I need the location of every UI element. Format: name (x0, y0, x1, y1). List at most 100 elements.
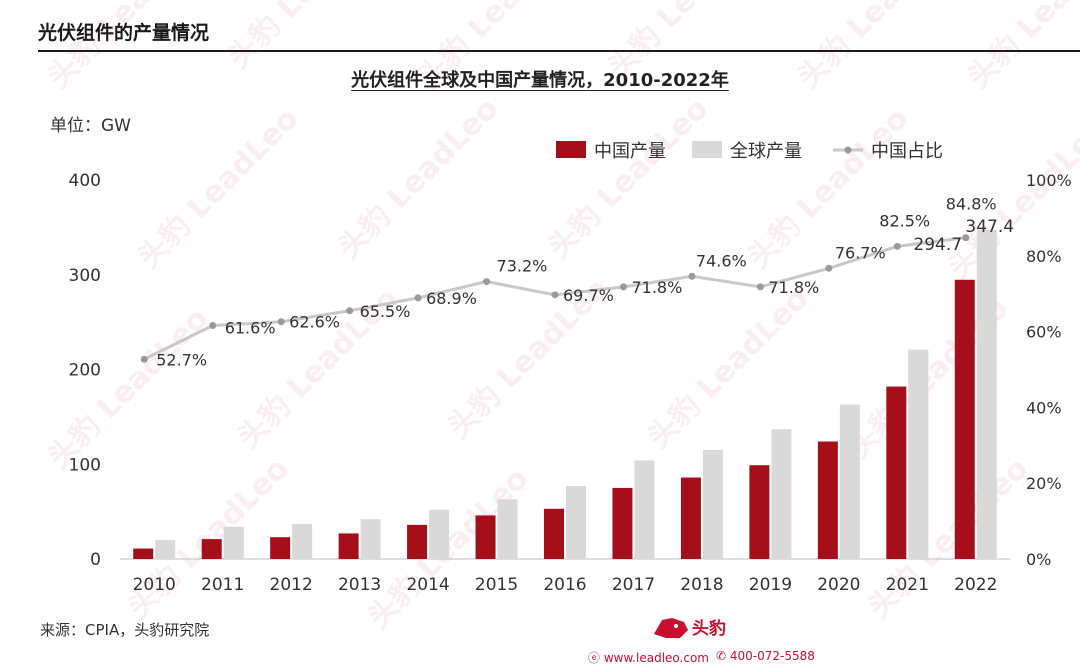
watermark-text: 头豹 LeadLeo (601, 0, 775, 86)
bar-global-2015 (497, 499, 518, 559)
y2-tick-label: 0% (1026, 550, 1051, 569)
line-data-label: 68.9% (426, 289, 477, 308)
legend-label-china: 中国产量 (594, 141, 666, 162)
watermark-text: 头豹 LeadLeo (411, 0, 585, 96)
point-china-share-2022 (962, 234, 970, 242)
phone-text: 400-072-5588 (729, 649, 815, 663)
x-tick-label: 2017 (612, 575, 655, 595)
x-tick-label: 2016 (543, 575, 586, 595)
bar-global-2012 (292, 523, 313, 559)
bar-global-2020 (839, 404, 860, 559)
watermark-text: 头豹 LeadLeo (961, 0, 1080, 96)
bar-china-2020 (817, 441, 838, 559)
line-data-label: 76.7% (835, 243, 886, 262)
watermark-text: 头豹 LeadLeo (221, 0, 395, 76)
bar-global-2017 (634, 460, 655, 559)
bar-china-2014 (407, 524, 428, 559)
bar-global-2019 (771, 429, 792, 559)
bar-global-2018 (702, 450, 723, 559)
line-data-label: 61.6% (225, 319, 276, 338)
x-tick-label: 2011 (201, 575, 244, 595)
y2-tick-label: 100% (1026, 171, 1072, 190)
y-tick-label: 300 (69, 266, 101, 286)
legend-label-share: 中国占比 (871, 141, 943, 162)
x-tick-label: 2021 (886, 575, 929, 595)
website-link[interactable]: ⓔ www.leadleo.com (588, 649, 709, 666)
point-china-share-2012 (277, 318, 285, 326)
bar-china-2010 (133, 548, 154, 559)
y2-tick-label: 80% (1026, 247, 1062, 266)
point-china-share-2015 (483, 278, 491, 286)
y2-tick-label: 20% (1026, 474, 1062, 493)
line-data-label: 84.8% (946, 195, 997, 214)
phone-contact: ✆ 400-072-5588 (716, 649, 815, 663)
point-china-share-2013 (346, 307, 354, 315)
bar-china-2012 (270, 537, 291, 559)
point-china-share-2021 (893, 242, 901, 250)
bar-global-2010 (155, 540, 176, 559)
y-tick-label: 100 (69, 455, 101, 475)
legend-marker-share (844, 146, 852, 154)
line-data-label: 71.8% (768, 278, 819, 297)
bar-china-2018 (680, 477, 701, 559)
x-tick-label: 2018 (680, 575, 723, 595)
line-data-label: 52.7% (156, 350, 207, 369)
brand-name: 头豹 (692, 619, 726, 639)
bar-china-2022 (954, 279, 975, 559)
bar-china-2013 (338, 533, 359, 559)
watermark-text: 头豹 LeadLeo (41, 0, 215, 96)
bar-global-2022 (976, 229, 997, 559)
point-china-share-2017 (619, 283, 627, 291)
line-data-label: 69.7% (563, 286, 614, 305)
legend-swatch-global (692, 141, 722, 158)
x-tick-label: 2022 (954, 575, 997, 595)
bar-global-2013 (360, 519, 381, 559)
bar-global-2021 (908, 349, 929, 559)
point-china-share-2020 (825, 264, 833, 272)
point-china-share-2010 (140, 355, 148, 363)
x-tick-label: 2020 (817, 575, 860, 595)
source-note: 来源：CPIA，头豹研究院 (40, 621, 210, 639)
y-tick-label: 400 (69, 171, 101, 191)
bar-data-label-global: 347.4 (965, 217, 1014, 237)
section-title: 光伏组件的产量情况 (38, 22, 210, 44)
y2-tick-label: 40% (1026, 398, 1062, 417)
point-china-share-2014 (414, 294, 422, 302)
x-tick-label: 2013 (338, 575, 381, 595)
point-china-share-2011 (209, 322, 217, 330)
website-text: www.leadleo.com (603, 651, 709, 665)
bar-china-2019 (749, 465, 770, 559)
bar-global-2016 (566, 486, 586, 559)
line-data-label: 74.6% (696, 251, 747, 270)
line-data-label: 65.5% (360, 302, 411, 321)
unit-label: 单位：GW (50, 116, 131, 136)
bar-china-2016 (544, 508, 564, 559)
watermark-text: 头豹 LeadLeo (791, 0, 965, 96)
legend-label-global: 全球产量 (730, 141, 802, 162)
line-data-label: 71.8% (631, 278, 682, 297)
line-data-label: 62.6% (289, 313, 340, 332)
point-china-share-2019 (756, 283, 764, 291)
legend-swatch-china (556, 141, 586, 158)
bar-china-2017 (612, 487, 633, 559)
point-china-share-2016 (551, 291, 559, 299)
x-tick-label: 2014 (406, 575, 449, 595)
chart-title: 光伏组件全球及中国产量情况，2010-2022年 (351, 70, 729, 91)
bar-china-2021 (886, 386, 907, 559)
watermark-text: 头豹 LeadLeo (131, 101, 305, 275)
line-data-label: 73.2% (497, 257, 548, 276)
bar-global-2011 (223, 526, 244, 559)
watermark-text: 头豹 LeadLeo (41, 301, 215, 475)
bar-china-2015 (475, 515, 496, 559)
phone-icon: ✆ (716, 649, 727, 663)
leadleo-logo-icon (654, 618, 688, 638)
bar-data-label-china: 294.7 (913, 235, 962, 255)
y-tick-label: 200 (69, 361, 101, 381)
section-divider (38, 50, 1080, 52)
watermark-text: 头豹 LeadLeo (121, 451, 295, 625)
point-china-share-2018 (688, 272, 696, 280)
bar-china-2011 (201, 539, 222, 559)
globe-icon: ⓔ (588, 651, 601, 665)
line-data-label: 82.5% (879, 211, 930, 230)
